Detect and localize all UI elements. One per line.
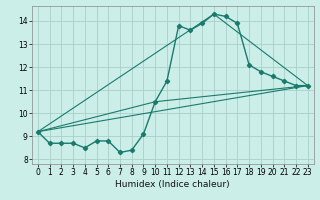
X-axis label: Humidex (Indice chaleur): Humidex (Indice chaleur) [116, 180, 230, 189]
